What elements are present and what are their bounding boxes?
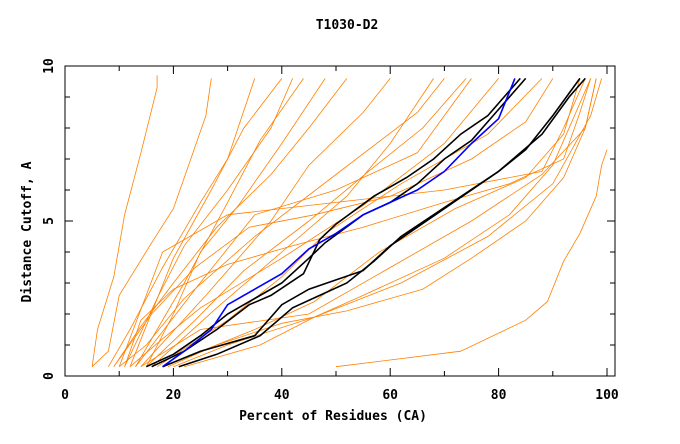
- series-line-model-20: [124, 78, 592, 367]
- x-axis-label: Percent of Residues (CA): [239, 409, 427, 424]
- x-tick-label: 0: [61, 388, 69, 403]
- series-line-model-6: [129, 78, 499, 368]
- axes: 0 20 40 60 80 100 0 5 10: [42, 58, 619, 403]
- series-line-model-4: [118, 78, 445, 368]
- series-line-model-18: [140, 78, 391, 367]
- x-tick-label: 100: [595, 388, 619, 403]
- series-line-model-17: [113, 78, 554, 367]
- series-line-model-21: [167, 78, 597, 368]
- series-line-model-3: [108, 78, 256, 367]
- series-line-model-7: [140, 78, 597, 368]
- y-tick-label: 10: [42, 58, 57, 74]
- chart-title: T1030-D2: [316, 18, 379, 33]
- series-line-model-22: [135, 78, 304, 367]
- series-line-model-23: [146, 78, 467, 367]
- y-tick-label: 5: [42, 217, 57, 225]
- x-tick-label: 80: [491, 388, 507, 403]
- series-line-model-0: [91, 75, 158, 367]
- series-group: [91, 75, 608, 368]
- y-axis-label: Distance Cutoff, A: [20, 161, 35, 302]
- series-line-model-12: [135, 78, 472, 367]
- series-line-model-1: [91, 78, 212, 367]
- series-line-model-5: [113, 78, 348, 367]
- x-tick-label: 20: [166, 388, 182, 403]
- series-line-model-11: [151, 78, 434, 367]
- x-tick-label: 40: [274, 388, 290, 403]
- series-line-model-16: [184, 78, 592, 368]
- x-tick-label: 60: [382, 388, 398, 403]
- series-line-model-9: [145, 78, 326, 367]
- series-line-best-4-27: [178, 77, 586, 368]
- series-line-model-2: [335, 149, 608, 368]
- series-line-highlight-28: [162, 78, 516, 368]
- series-line-best-2-25: [151, 77, 521, 368]
- series-line-best-1-24: [145, 77, 527, 368]
- y-tick-label: 0: [42, 372, 57, 380]
- series-line-model-8: [173, 78, 602, 368]
- series-line-model-15: [129, 78, 283, 367]
